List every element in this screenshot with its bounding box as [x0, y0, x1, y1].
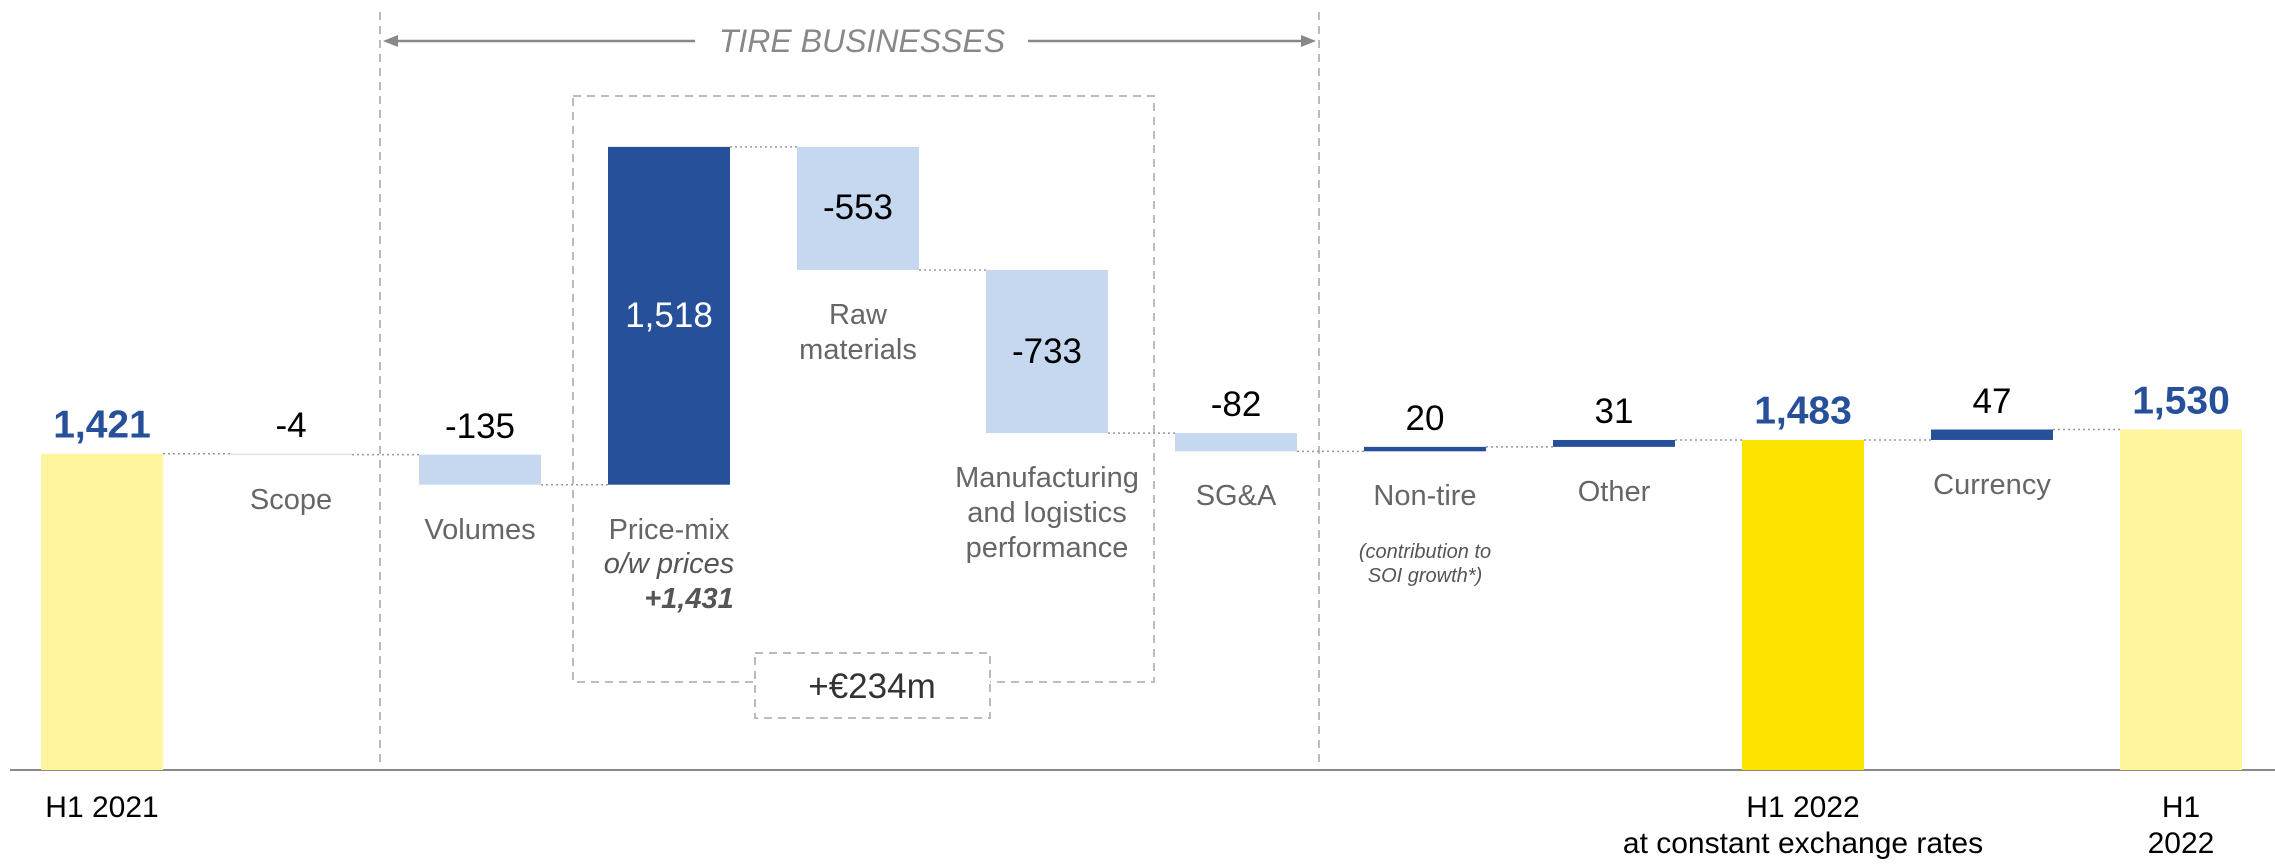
- bar: [797, 146, 919, 270]
- value-label: -135: [444, 406, 516, 446]
- bar: [419, 454, 541, 485]
- total-label: 1,483: [1754, 389, 1852, 433]
- value-label: -553: [822, 188, 894, 228]
- category-label: Scope: [249, 483, 333, 516]
- bar: [1931, 429, 2053, 440]
- bar: [41, 453, 163, 770]
- total-label: 1,421: [53, 403, 151, 447]
- category-label: SG&A: [1195, 480, 1277, 513]
- note: +1,431: [644, 582, 734, 615]
- value-label: 47: [1972, 381, 2012, 421]
- bar: [1742, 439, 1864, 770]
- bracket-label-box: [754, 652, 991, 719]
- bar: [230, 453, 352, 455]
- category-label: Raw materials: [799, 298, 917, 366]
- category-label: Currency: [1933, 468, 2051, 501]
- bar: [2120, 429, 2242, 770]
- value-label: -4: [275, 405, 307, 445]
- note: o/w prices: [603, 547, 735, 580]
- bracket-label: +€234m: [808, 667, 935, 706]
- category-label: Other: [1577, 475, 1651, 508]
- note: (contribution to SOI growth*): [1358, 541, 1492, 587]
- arrow-head: [383, 35, 398, 47]
- bar: [608, 146, 730, 485]
- category-label: Manufacturing and logistics performance: [955, 462, 1139, 564]
- value-label: 1,518: [625, 295, 713, 335]
- category-label: Non-tire: [1373, 480, 1477, 513]
- x-axis-label: H1 2022: [2147, 791, 2215, 860]
- category-label: Price-mix: [608, 513, 730, 546]
- x-axis-label: H1 2021: [45, 791, 159, 824]
- value-label: 31: [1594, 391, 1634, 431]
- value-label: -733: [1011, 331, 1083, 371]
- arrow-head: [1301, 35, 1316, 47]
- bar: [1553, 439, 1675, 447]
- total-label: 1,530: [2132, 379, 2230, 423]
- category-label: Volumes: [424, 513, 536, 546]
- bar: [1364, 446, 1486, 452]
- x-axis-label: H1 2022 at constant exchange rates: [1622, 791, 1984, 860]
- section-title: TIRE BUSINESSES: [719, 23, 1005, 59]
- bar: [986, 269, 1108, 434]
- value-label: 20: [1405, 398, 1445, 438]
- bar: [1175, 433, 1297, 452]
- value-label: -82: [1210, 385, 1262, 425]
